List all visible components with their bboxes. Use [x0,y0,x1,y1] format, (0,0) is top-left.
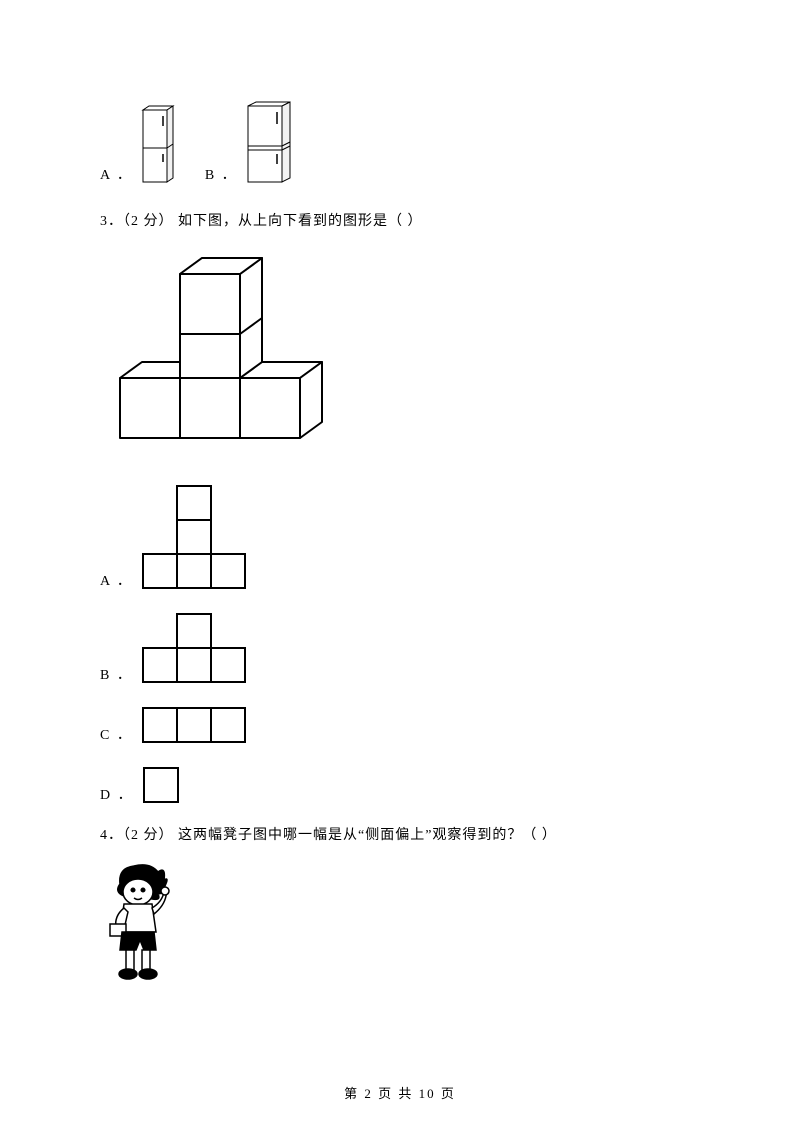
page-content: A ． B ． [0,0,800,1022]
q3-option-d: D ． [100,764,700,806]
option-a: A ． [100,104,181,186]
q3-option-d-label: D ． [100,784,134,806]
q3-option-a-icon [139,482,249,592]
q3-option-c: C ． [100,704,700,746]
q3-option-b: B ． [100,610,700,686]
q3-option-a: A ． [100,482,700,592]
q3-option-c-icon [139,704,249,746]
q3-figure-icon [100,248,700,458]
q3-option-d-icon [140,764,182,806]
q3-options: A ． B ． [100,482,700,806]
page-footer: 第 2 页 共 10 页 [0,1083,800,1102]
q4-figure-icon [100,862,700,982]
q3-option-c-label: C ． [100,724,133,746]
q3-option-b-label: B ． [100,664,133,686]
q3-option-a-label: A ． [100,570,133,592]
fridge-a-icon [139,104,181,186]
prev-question-options: A ． B ． [100,100,700,186]
q3-text: 3．（2 分） 如下图，从上向下看到的图形是（ ） [100,210,700,230]
q3-option-b-icon [139,610,249,686]
fridge-b-icon [244,100,294,186]
q4-text: 4．（2 分） 这两幅凳子图中哪一幅是从“侧面偏上”观察得到的？（ ） [100,824,700,844]
option-b-label: B ． [205,164,238,186]
option-a-label: A ． [100,164,133,186]
option-b: B ． [205,100,294,186]
